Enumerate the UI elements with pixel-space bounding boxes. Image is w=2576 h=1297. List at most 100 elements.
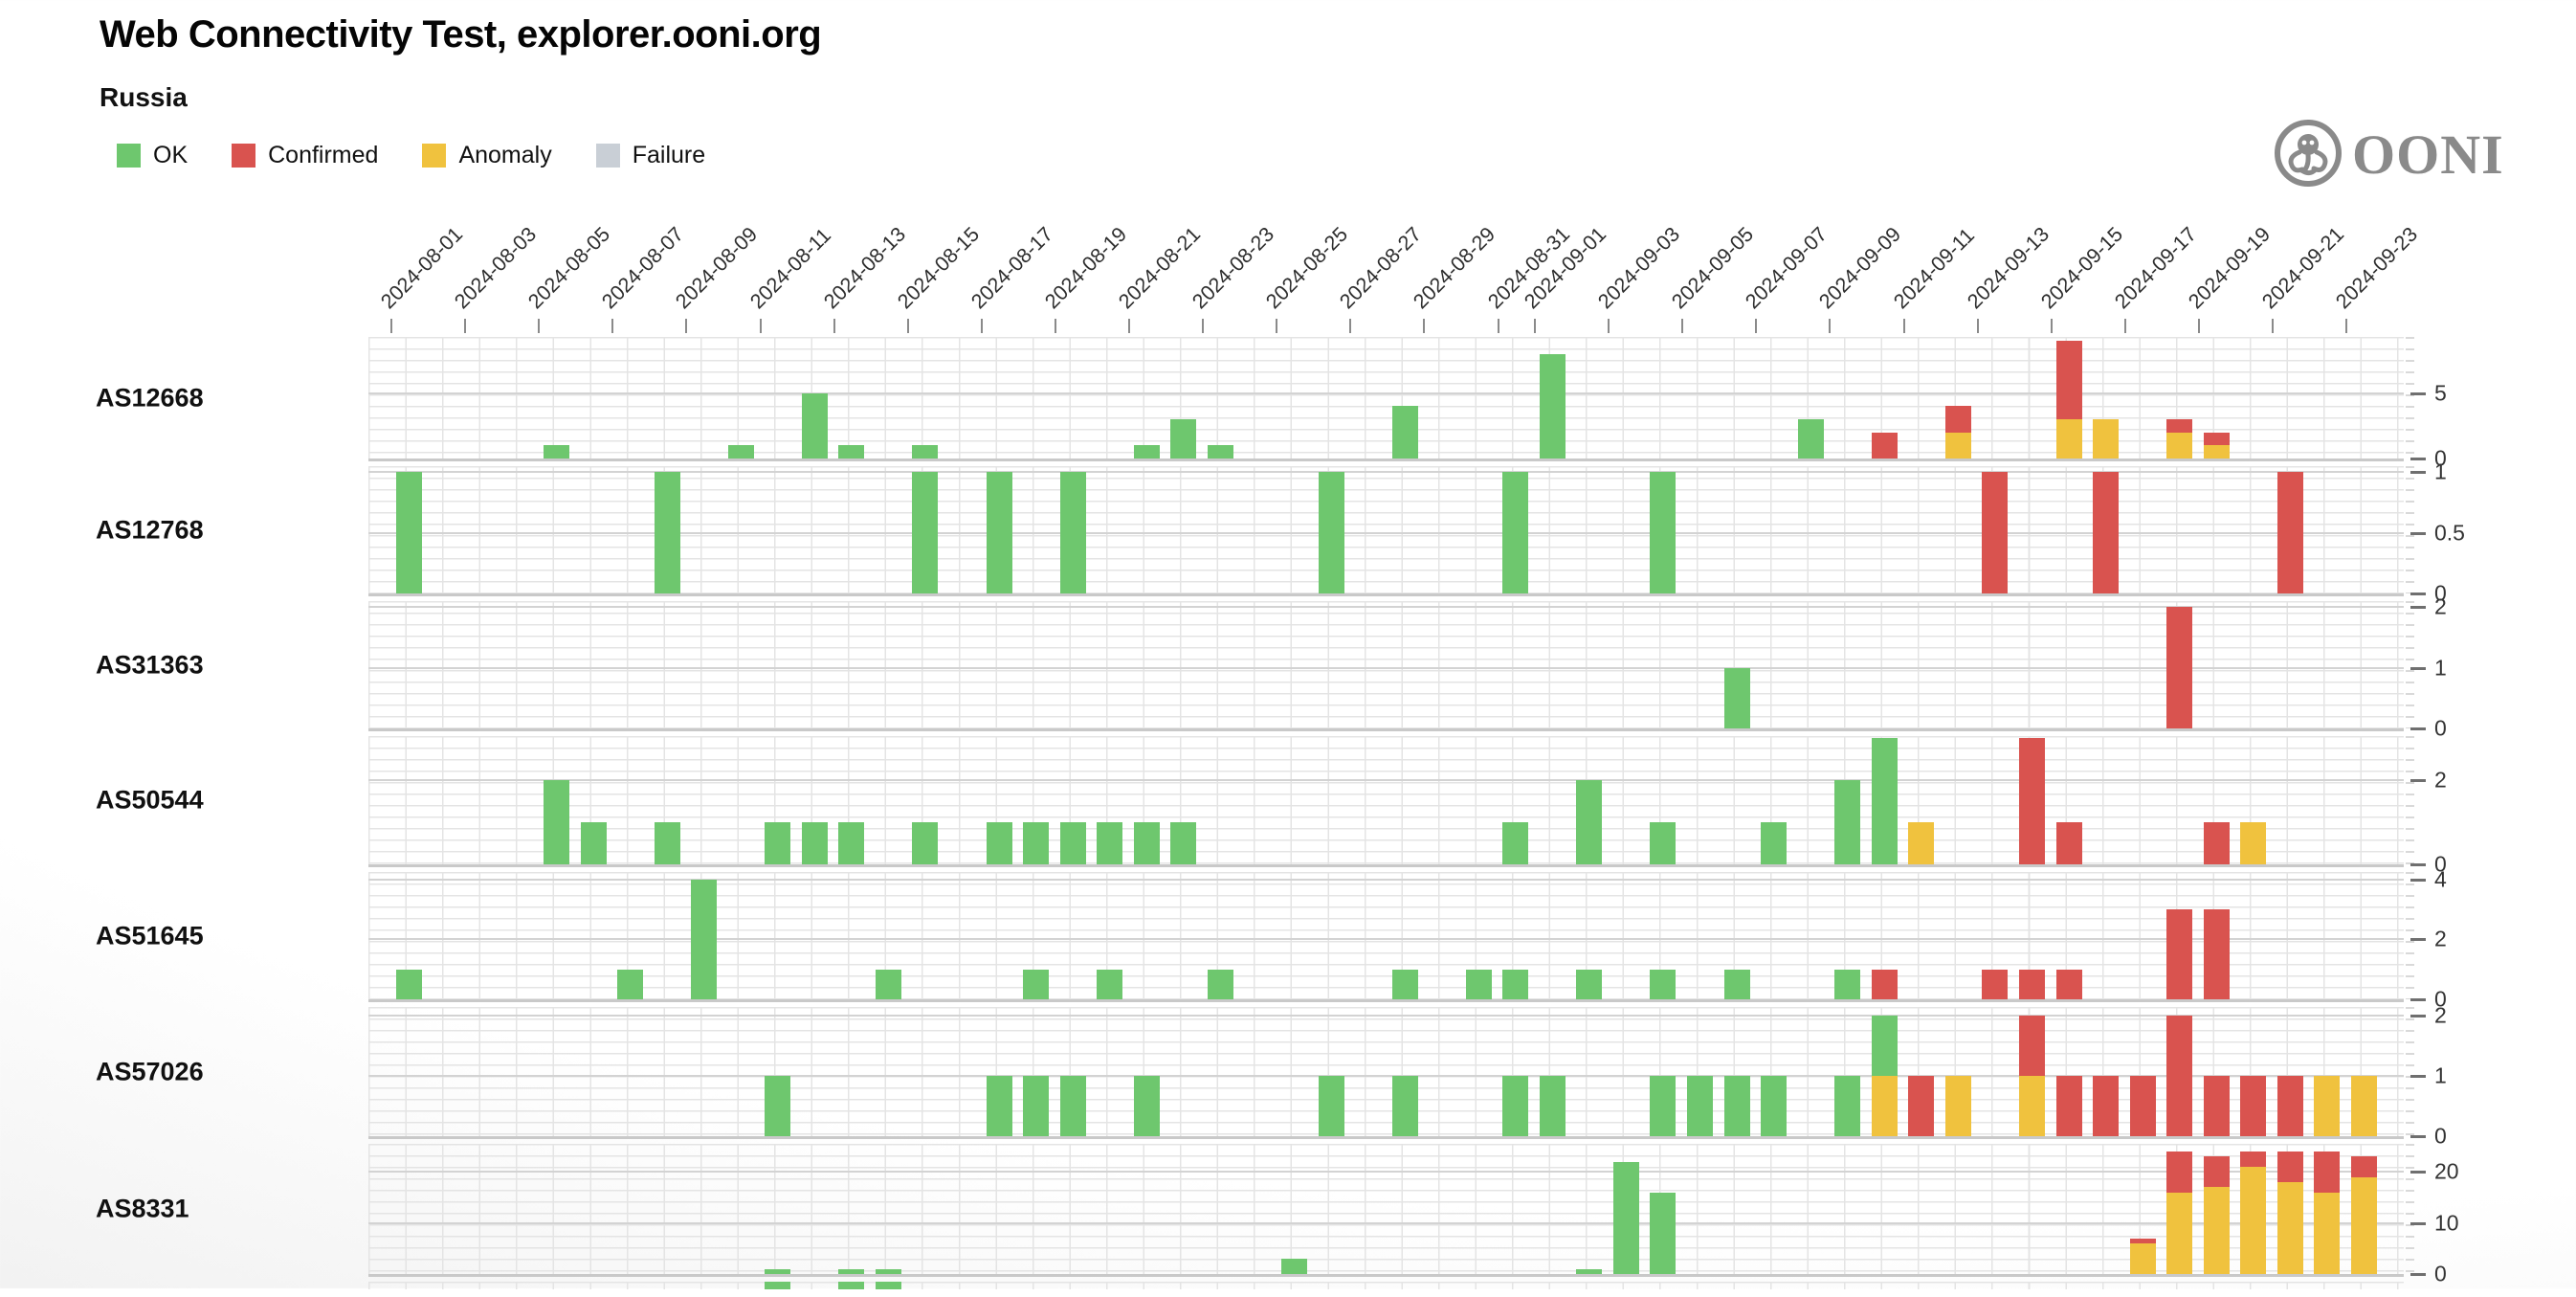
- bar-2024-08-15[interactable]: [912, 472, 939, 593]
- bar-2024-09-07[interactable]: [1761, 822, 1788, 864]
- bar-2024-08-17[interactable]: [986, 1076, 1012, 1136]
- bar-2024-09-09[interactable]: [1834, 969, 1861, 999]
- bar-2024-08-15[interactable]: [912, 822, 939, 864]
- bar-2024-09-05[interactable]: [1687, 1076, 1714, 1136]
- bar-2024-09-02[interactable]: [1576, 780, 1603, 864]
- bar-2024-08-22[interactable]: [1170, 419, 1197, 458]
- bar-2024-09-14[interactable]: [2018, 969, 2045, 999]
- bar-2024-09-18[interactable]: [2166, 419, 2193, 458]
- bar-2024-08-31[interactable]: [1502, 822, 1529, 864]
- bar-2024-08-08[interactable]: [654, 472, 680, 593]
- bar-2024-09-13[interactable]: [1982, 969, 2009, 999]
- bar-2024-09-04[interactable]: [1650, 822, 1677, 864]
- bar-2024-08-08[interactable]: [654, 822, 680, 864]
- bar-2024-08-23[interactable]: [1207, 969, 1233, 999]
- bar-2024-08-11[interactable]: [765, 1282, 791, 1289]
- bar-2024-09-16[interactable]: [2093, 472, 2120, 593]
- bar-2024-08-26[interactable]: [1318, 472, 1344, 593]
- bar-2024-08-07[interactable]: [617, 969, 644, 999]
- bar-2024-09-12[interactable]: [1944, 406, 1971, 458]
- bar-2024-08-23[interactable]: [1207, 445, 1233, 458]
- bar-2024-09-06[interactable]: [1723, 667, 1750, 728]
- bar-2024-09-08[interactable]: [1797, 419, 1824, 458]
- bar-2024-09-22[interactable]: [2314, 1152, 2341, 1274]
- bar-2024-08-19[interactable]: [1059, 472, 1086, 593]
- bar-2024-08-26[interactable]: [1318, 1076, 1344, 1136]
- bar-2024-09-10[interactable]: [1871, 738, 1898, 864]
- bar-2024-08-17[interactable]: [986, 472, 1012, 593]
- bar-2024-08-31[interactable]: [1502, 969, 1529, 999]
- bar-2024-08-09[interactable]: [691, 879, 718, 999]
- bar-2024-09-21[interactable]: [2276, 1152, 2303, 1274]
- bar-2024-09-09[interactable]: [1834, 780, 1861, 864]
- bar-2024-09-12[interactable]: [1944, 1076, 1971, 1136]
- bar-2024-09-11[interactable]: [1908, 822, 1935, 864]
- bar-2024-08-12[interactable]: [801, 392, 828, 458]
- bar-2024-08-14[interactable]: [875, 969, 901, 999]
- bar-2024-09-04[interactable]: [1650, 1192, 1677, 1274]
- ooni-logo[interactable]: OONI: [2274, 113, 2501, 193]
- bar-2024-09-13[interactable]: [1982, 472, 2009, 593]
- bar-2024-08-13[interactable]: [838, 822, 865, 864]
- bar-2024-08-28[interactable]: [1391, 1076, 1418, 1136]
- bar-2024-08-21[interactable]: [1133, 1076, 1160, 1136]
- bar-2024-08-25[interactable]: [1280, 1259, 1307, 1274]
- bar-2024-09-15[interactable]: [2055, 822, 2082, 864]
- bar-2024-09-01[interactable]: [1539, 1076, 1566, 1136]
- bar-2024-09-17[interactable]: [2129, 1076, 2156, 1136]
- bar-2024-09-23[interactable]: [2350, 1076, 2377, 1136]
- bar-2024-09-09[interactable]: [1834, 1076, 1861, 1136]
- bar-2024-08-19[interactable]: [1059, 1076, 1086, 1136]
- bar-2024-08-11[interactable]: [765, 822, 791, 864]
- bar-2024-09-11[interactable]: [1908, 1076, 1935, 1136]
- bar-2024-09-21[interactable]: [2276, 1076, 2303, 1136]
- bar-2024-08-06[interactable]: [580, 822, 607, 864]
- bar-2024-08-15[interactable]: [912, 445, 939, 458]
- bar-2024-08-31[interactable]: [1502, 472, 1529, 593]
- bar-2024-09-17[interactable]: [2129, 1238, 2156, 1274]
- bar-2024-08-28[interactable]: [1391, 406, 1418, 458]
- bar-2024-09-19[interactable]: [2203, 909, 2230, 999]
- bar-2024-09-19[interactable]: [2203, 432, 2230, 458]
- bar-2024-09-10[interactable]: [1871, 432, 1898, 458]
- bar-2024-08-13[interactable]: [838, 1282, 865, 1289]
- bar-2024-09-18[interactable]: [2166, 607, 2193, 728]
- bar-2024-09-21[interactable]: [2276, 472, 2303, 593]
- bar-2024-09-23[interactable]: [2350, 1156, 2377, 1274]
- bar-2024-08-12[interactable]: [801, 822, 828, 864]
- bar-2024-09-18[interactable]: [2166, 1016, 2193, 1136]
- bar-2024-09-14[interactable]: [2018, 1016, 2045, 1136]
- bar-2024-09-02[interactable]: [1576, 969, 1603, 999]
- bar-2024-09-14[interactable]: [2018, 738, 2045, 864]
- bar-2024-08-30[interactable]: [1465, 969, 1492, 999]
- bar-2024-09-16[interactable]: [2093, 419, 2120, 458]
- bar-2024-08-21[interactable]: [1133, 445, 1160, 458]
- bar-2024-08-21[interactable]: [1133, 822, 1160, 864]
- bar-2024-09-19[interactable]: [2203, 1076, 2230, 1136]
- bar-2024-09-18[interactable]: [2166, 1152, 2193, 1274]
- bar-2024-09-04[interactable]: [1650, 472, 1677, 593]
- bar-2024-08-10[interactable]: [727, 445, 754, 458]
- bar-2024-08-19[interactable]: [1059, 822, 1086, 864]
- bar-2024-08-13[interactable]: [838, 1268, 865, 1274]
- bar-2024-08-01[interactable]: [395, 472, 422, 593]
- bar-2024-09-04[interactable]: [1650, 969, 1677, 999]
- bar-2024-08-18[interactable]: [1023, 822, 1050, 864]
- bar-2024-09-06[interactable]: [1723, 969, 1750, 999]
- bar-2024-08-14[interactable]: [875, 1268, 901, 1274]
- bar-2024-09-04[interactable]: [1650, 1076, 1677, 1136]
- bar-2024-08-18[interactable]: [1023, 969, 1050, 999]
- bar-2024-08-13[interactable]: [838, 445, 865, 458]
- bar-2024-09-07[interactable]: [1761, 1076, 1788, 1136]
- bar-2024-09-20[interactable]: [2240, 1152, 2267, 1274]
- bar-2024-09-03[interactable]: [1612, 1161, 1639, 1274]
- bar-2024-09-19[interactable]: [2203, 1156, 2230, 1274]
- bar-2024-09-06[interactable]: [1723, 1076, 1750, 1136]
- bar-2024-08-01[interactable]: [395, 969, 422, 999]
- bar-2024-08-05[interactable]: [543, 780, 569, 864]
- bar-2024-08-22[interactable]: [1170, 822, 1197, 864]
- bar-2024-09-10[interactable]: [1871, 969, 1898, 999]
- bar-2024-09-20[interactable]: [2240, 1076, 2267, 1136]
- bar-2024-09-01[interactable]: [1539, 353, 1566, 458]
- bar-2024-09-10[interactable]: [1871, 1016, 1898, 1136]
